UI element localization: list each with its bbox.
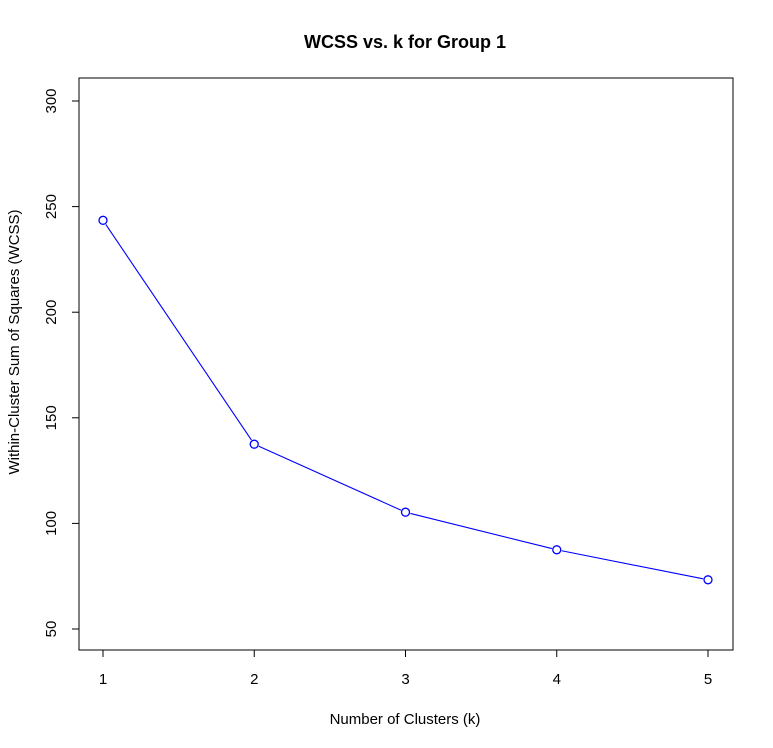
x-tick-label: 4 — [553, 671, 561, 688]
x-axis: 1 2 3 4 5 — [99, 649, 712, 688]
y-tick-label: 250 — [43, 194, 60, 219]
data-point — [400, 507, 411, 517]
series-line-segment — [258, 445, 402, 511]
x-tick-label: 2 — [250, 671, 258, 688]
y-tick-label: 300 — [43, 88, 60, 113]
series-line-segment — [105, 224, 252, 441]
y-tick-label: 50 — [43, 621, 60, 638]
data-point — [703, 575, 713, 585]
y-axis: 50 100 150 200 250 300 — [43, 88, 80, 638]
x-tick-label: 3 — [401, 671, 409, 688]
plot-frame — [78, 77, 734, 651]
data-point — [249, 439, 259, 449]
y-tick-label: 200 — [43, 300, 60, 325]
series-line-segment — [561, 550, 704, 580]
x-tick-label: 5 — [704, 671, 712, 688]
x-tick-label: 1 — [99, 671, 107, 688]
chart-title: WCSS vs. k for Group 1 — [304, 32, 506, 52]
series-layer — [98, 215, 713, 585]
data-point — [98, 215, 108, 225]
data-point — [552, 545, 562, 555]
y-axis-label: Within-Cluster Sum of Squares (WCSS) — [6, 209, 23, 474]
y-tick-label: 150 — [43, 405, 60, 430]
x-axis-label: Number of Clusters (k) — [330, 711, 481, 728]
y-tick-label: 100 — [43, 511, 60, 536]
series-line-segment — [410, 512, 553, 550]
